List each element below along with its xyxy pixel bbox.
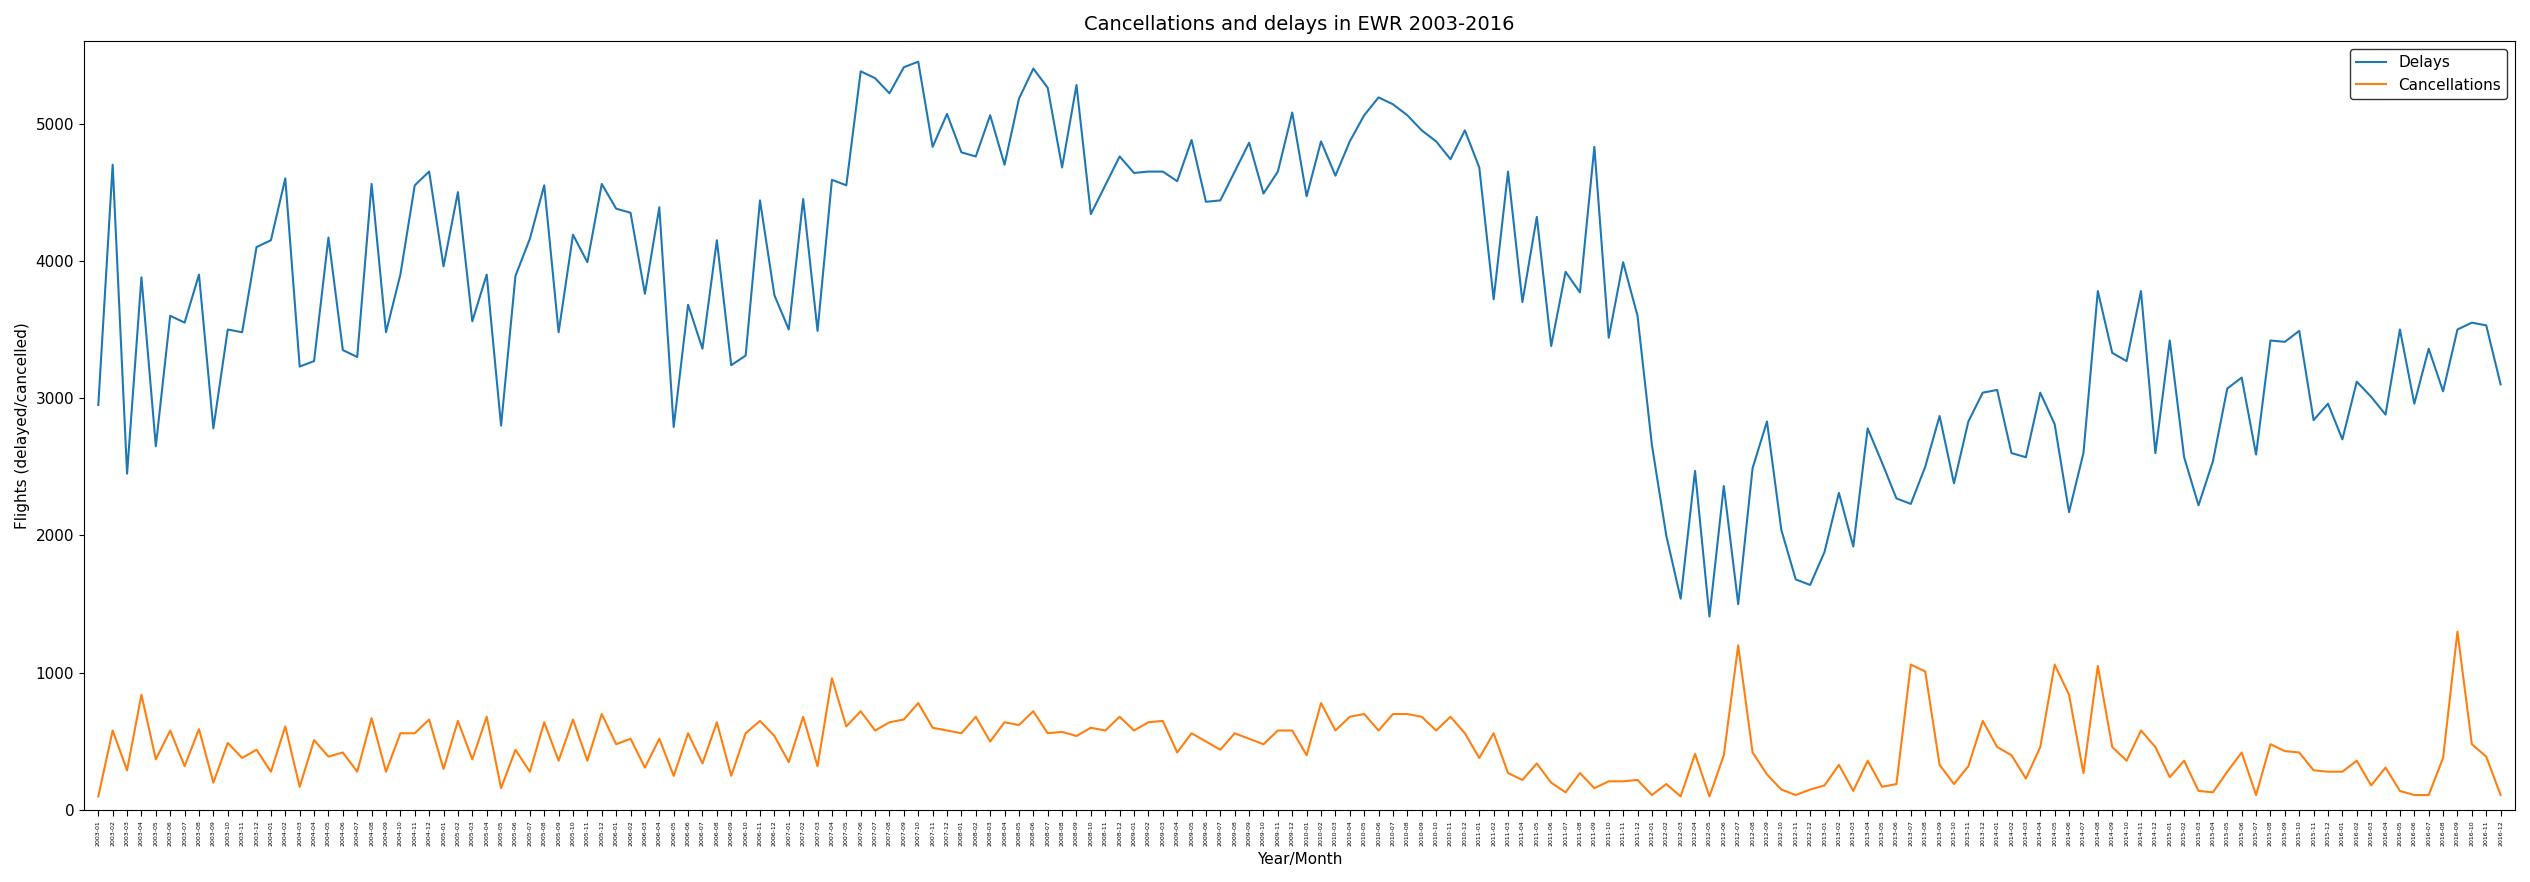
Legend: Delays, Cancellations: Delays, Cancellations bbox=[2350, 49, 2507, 99]
Delays bbox=[1508, 296, 1538, 307]
Line: Cancellations: Cancellations bbox=[99, 632, 2500, 796]
Cancellations bbox=[514, 766, 544, 777]
Cancellations bbox=[2484, 789, 2515, 800]
Delays bbox=[514, 234, 544, 244]
X-axis label: Year/Month: Year/Month bbox=[1257, 852, 1341, 867]
Delays bbox=[2484, 379, 2515, 390]
Line: Delays: Delays bbox=[99, 62, 2500, 617]
Delays bbox=[918, 142, 949, 153]
Delays bbox=[2024, 387, 2054, 398]
Cancellations bbox=[1996, 750, 2027, 760]
Cancellations bbox=[903, 698, 934, 708]
Delays bbox=[774, 325, 805, 335]
Cancellations bbox=[2441, 626, 2472, 637]
Delays bbox=[1695, 611, 1725, 622]
Cancellations bbox=[774, 757, 805, 767]
Y-axis label: Flights (delayed/cancelled): Flights (delayed/cancelled) bbox=[15, 322, 30, 529]
Cancellations bbox=[1450, 728, 1480, 738]
Delays bbox=[1465, 162, 1495, 173]
Delays bbox=[83, 400, 114, 410]
Title: Cancellations and delays in EWR 2003-2016: Cancellations and delays in EWR 2003-201… bbox=[1085, 15, 1515, 34]
Cancellations bbox=[83, 791, 114, 802]
Delays bbox=[903, 56, 934, 67]
Cancellations bbox=[1493, 768, 1523, 779]
